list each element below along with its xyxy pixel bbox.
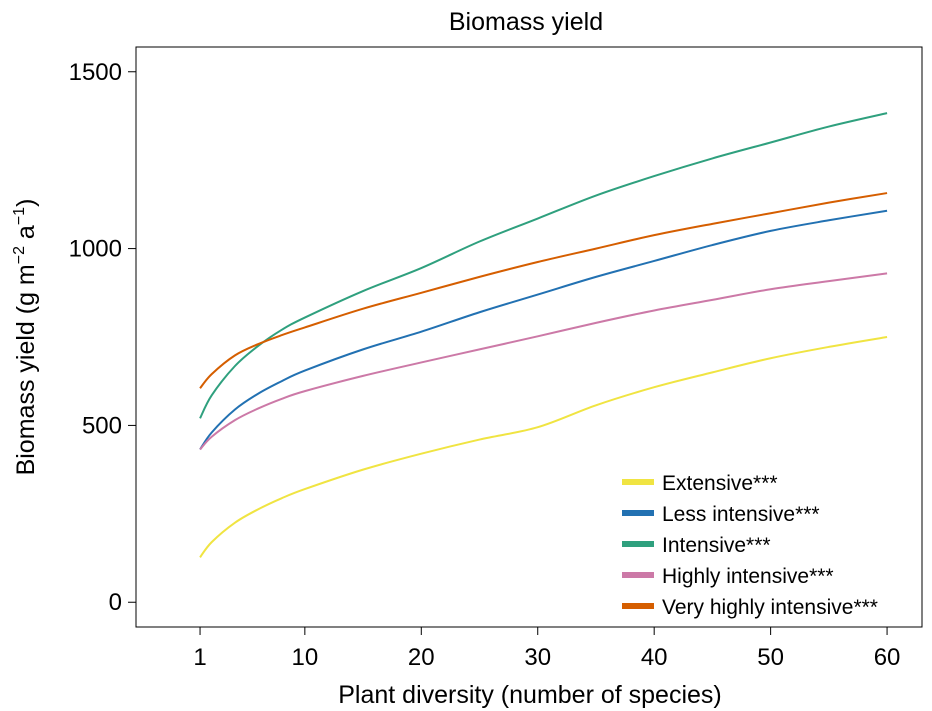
x-tick-label: 10: [291, 644, 318, 671]
x-tick-label: 60: [874, 644, 901, 671]
x-tick-label: 50: [757, 644, 784, 671]
x-tick-label: 20: [408, 644, 435, 671]
y-tick-label: 0: [109, 589, 122, 616]
plot-frame: [135, 46, 923, 628]
y-tick-label: 1000: [69, 236, 122, 263]
x-axis-title: Plant diversity (number of species): [338, 681, 721, 709]
series-line-1: [199, 336, 888, 558]
x-tick-label: 40: [641, 644, 668, 671]
x-axis: 1 10 20 30 40 50 60: [193, 627, 900, 671]
legend: Extensive*** Less intensive*** Intensive**…: [622, 472, 878, 619]
legend-label: Highly intensive***: [662, 565, 834, 588]
series-layer: [199, 112, 888, 558]
legend-label: Less intensive***: [662, 503, 820, 526]
chart-title: Biomass yield: [449, 8, 603, 36]
series-line-4: [199, 272, 888, 451]
series-line-5: [199, 192, 888, 389]
y-axis: 0 500 1000 1500: [69, 59, 136, 616]
legend-label: Extensive***: [662, 472, 778, 495]
y-axis-title: Biomass yield (g m−2 a−1): [11, 199, 40, 476]
series-line-2: [199, 209, 888, 451]
y-tick-label: 1500: [69, 59, 122, 86]
y-tick-label: 500: [82, 412, 122, 439]
series-line-3: [199, 112, 888, 419]
legend-label: Intensive***: [662, 534, 771, 557]
x-tick-label: 1: [193, 644, 206, 671]
x-tick-label: 30: [524, 644, 551, 671]
legend-label: Very highly intensive***: [662, 596, 878, 619]
